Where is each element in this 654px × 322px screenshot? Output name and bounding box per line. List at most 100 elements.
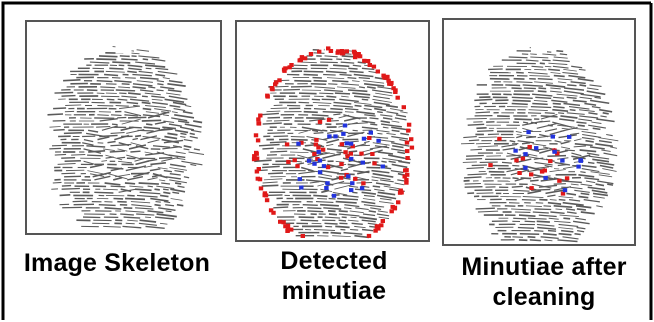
minutia-termination-mark xyxy=(314,137,319,142)
minutia-termination-mark xyxy=(256,117,261,122)
minutia-bifurcation-mark xyxy=(316,149,321,154)
minutia-termination-mark xyxy=(375,69,380,74)
minutia-termination-mark xyxy=(312,152,317,156)
minutia-termination-mark xyxy=(338,175,344,180)
minutia-bifurcation-mark xyxy=(348,141,354,146)
minutia-termination-mark xyxy=(326,117,332,122)
caption-cleaned-line1: Minutiae after xyxy=(461,253,627,281)
minutia-bifurcation-mark xyxy=(526,130,531,135)
minutia-termination-mark xyxy=(283,66,288,71)
minutia-termination-mark xyxy=(308,52,314,56)
minutia-termination-mark xyxy=(560,191,566,196)
minutia-termination-mark xyxy=(292,158,297,163)
minutia-termination-mark xyxy=(274,80,279,85)
ridge-lines xyxy=(460,31,619,243)
minutia-termination-mark xyxy=(391,86,396,91)
minutia-termination-mark xyxy=(406,122,412,127)
minutia-termination-mark xyxy=(393,88,398,93)
minutia-termination-mark xyxy=(281,220,286,225)
minutia-termination-mark xyxy=(302,56,308,61)
minutia-termination-mark xyxy=(295,164,300,169)
minutia-termination-mark xyxy=(262,193,267,198)
minutia-termination-mark xyxy=(326,46,331,51)
minutia-termination-mark xyxy=(398,188,403,193)
minutia-bifurcation-mark xyxy=(578,158,583,163)
minutia-bifurcation-mark xyxy=(523,152,528,157)
minutia-termination-mark xyxy=(359,151,364,156)
minutia-bifurcation-mark xyxy=(321,164,327,169)
minutia-bifurcation-mark xyxy=(552,149,557,154)
minutia-termination-mark xyxy=(409,137,414,142)
minutia-termination-mark xyxy=(343,150,348,155)
minutia-termination-mark xyxy=(406,128,411,133)
caption-detected-minutiae: Detected minutiae xyxy=(238,246,430,306)
detected-minutiae-panel xyxy=(235,20,430,242)
minutia-termination-mark xyxy=(256,167,261,171)
minutia-termination-mark xyxy=(325,165,331,170)
minutia-termination-mark xyxy=(254,169,260,174)
minutia-bifurcation-mark xyxy=(341,131,346,136)
caption-image-skeleton-text: Image Skeleton xyxy=(23,249,211,277)
minutia-termination-mark xyxy=(365,59,371,63)
minutia-bifurcation-mark xyxy=(359,186,365,191)
minutia-termination-mark xyxy=(366,233,372,238)
minutia-bifurcation-mark xyxy=(346,174,351,179)
minutia-termination-mark xyxy=(497,136,502,141)
minutia-termination-mark xyxy=(339,49,345,53)
image-skeleton-panel xyxy=(25,20,222,235)
minutia-bifurcation-mark xyxy=(562,188,568,193)
minutia-termination-mark xyxy=(409,145,415,150)
minutia-bifurcation-mark xyxy=(325,181,330,186)
minutia-termination-mark xyxy=(564,176,570,181)
minutia-termination-mark xyxy=(355,53,361,58)
minutia-termination-mark xyxy=(320,147,326,152)
minutia-termination-mark xyxy=(317,119,323,124)
minutia-termination-mark xyxy=(286,159,291,164)
minutia-termination-mark xyxy=(251,157,257,162)
minutia-termination-mark xyxy=(370,152,375,156)
ridge-lines xyxy=(47,32,205,229)
minutia-termination-mark xyxy=(405,149,410,154)
minutia-termination-mark xyxy=(252,154,257,159)
minutia-bifurcation-mark xyxy=(324,186,329,190)
minutia-termination-mark xyxy=(376,226,381,231)
minutia-termination-mark xyxy=(529,186,534,191)
minutia-termination-mark xyxy=(316,145,321,150)
minutia-termination-mark xyxy=(353,55,358,60)
minutia-termination-mark xyxy=(387,81,392,86)
caption-detected-line1: Detected xyxy=(280,247,388,275)
minutia-termination-mark xyxy=(271,210,276,215)
minutia-termination-mark xyxy=(345,154,350,159)
minutia-termination-mark xyxy=(385,74,390,79)
minutia-termination-mark xyxy=(269,86,275,90)
minutia-bifurcation-mark xyxy=(543,175,548,180)
minutia-bifurcation-mark xyxy=(317,170,323,175)
minutia-termination-mark xyxy=(367,136,372,140)
minutia-termination-mark xyxy=(529,172,534,177)
minutia-termination-mark xyxy=(328,49,334,53)
minutia-termination-mark xyxy=(299,140,304,145)
minutia-bifurcation-mark xyxy=(550,134,555,139)
minutia-bifurcation-mark xyxy=(560,158,565,163)
minutia-termination-mark xyxy=(539,169,545,174)
minutia-termination-mark xyxy=(299,55,305,60)
minutia-bifurcation-mark xyxy=(368,130,373,135)
minutia-bifurcation-mark xyxy=(306,158,312,163)
minutia-termination-mark xyxy=(405,156,410,160)
minutia-termination-mark xyxy=(488,163,493,168)
minutia-termination-mark xyxy=(285,228,290,233)
minutia-termination-mark xyxy=(256,121,262,126)
minutia-termination-mark xyxy=(340,51,346,56)
minutia-termination-mark xyxy=(371,64,377,69)
ridge-lines xyxy=(254,32,411,239)
minutia-termination-mark xyxy=(287,65,292,70)
minutia-termination-mark xyxy=(300,234,305,238)
minutia-bifurcation-mark xyxy=(297,177,302,182)
minutia-termination-mark xyxy=(348,151,353,156)
minutia-bifurcation-mark xyxy=(296,141,301,146)
minutia-termination-mark xyxy=(265,94,270,99)
minutia-termination-mark xyxy=(397,190,403,195)
minutia-bifurcation-mark xyxy=(576,164,581,169)
minutia-termination-mark xyxy=(353,176,358,181)
minutia-termination-mark xyxy=(282,68,287,73)
